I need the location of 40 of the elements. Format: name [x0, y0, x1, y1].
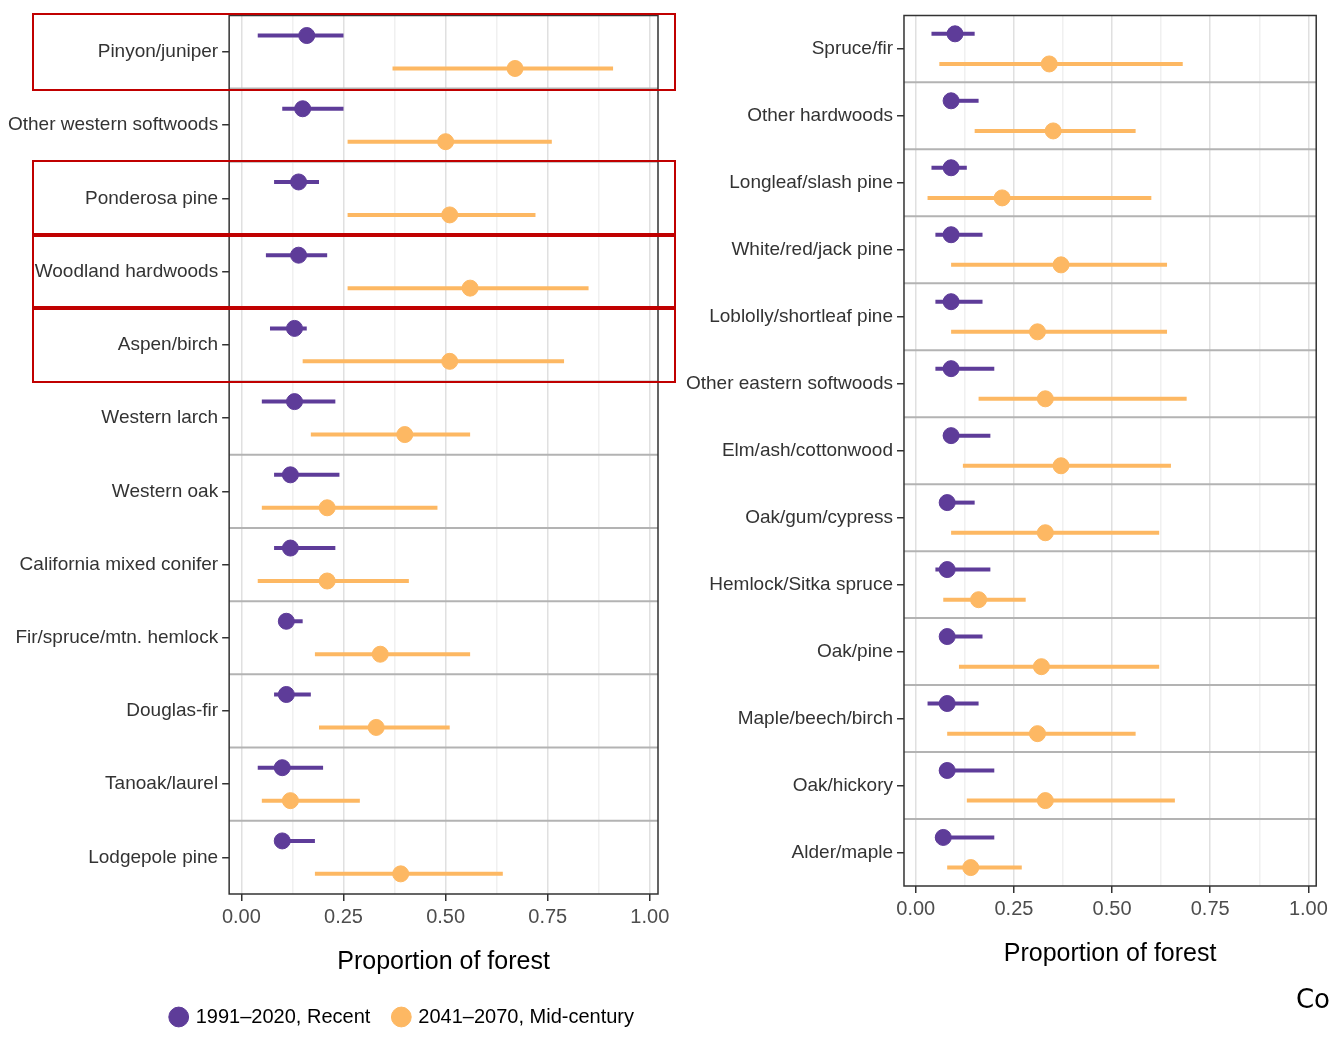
x-tick-label: 0.00: [221, 904, 261, 927]
y-tick-label: California mixed conifer: [19, 552, 219, 574]
y-tick-label: Lodgepole pine: [88, 845, 219, 867]
x-tick-label: 0.50: [1092, 896, 1132, 919]
y-tick-label: Western larch: [101, 406, 219, 428]
y-tick-label: Spruce/fir: [811, 37, 894, 59]
legend-label: 2041–2070, Mid-century: [418, 1004, 635, 1027]
y-tick-label: Fir/spruce/mtn. hemlock: [15, 625, 219, 647]
y-tick-label: Woodland hardwoods: [34, 259, 219, 281]
y-tick-label: Elm/ash/cottonwood: [721, 438, 893, 460]
y-tick-label: Other hardwoods: [747, 104, 893, 126]
y-tick-label: Other western softwoods: [7, 113, 219, 135]
legend-label: 1991–2020, Recent: [195, 1004, 371, 1027]
x-tick-label: 0.00: [896, 896, 936, 919]
x-tick-label: 0.50: [426, 904, 466, 927]
x-tick-label: 0.75: [1190, 896, 1230, 919]
y-tick-label: Oak/hickory: [792, 773, 894, 795]
x-tick-label: 1.00: [630, 904, 670, 927]
y-tick-label: Hemlock/Sitka spruce: [709, 572, 893, 594]
y-tick-label: Aspen/birch: [117, 333, 219, 355]
y-tick-label: Tanoak/laurel: [105, 772, 219, 794]
y-tick-label: Maple/beech/birch: [737, 706, 893, 728]
text: Co: [1295, 984, 1330, 1014]
x-tick-label: 0.75: [528, 904, 568, 927]
y-tick-label: Ponderosa pine: [85, 186, 219, 208]
y-tick-label: Douglas-fir: [126, 699, 219, 721]
x-axis-title: Proportion of forest: [1003, 937, 1217, 966]
x-axis-title: Proportion of forest: [337, 945, 550, 974]
y-tick-label: White/red/jack pine: [731, 238, 893, 260]
y-tick-label: Loblolly/shortleaf pine: [709, 305, 893, 326]
y-tick-label: Alder/maple: [791, 840, 893, 862]
y-tick-label: Oak/pine: [816, 639, 893, 661]
x-tick-label: 0.25: [324, 904, 363, 927]
y-tick-label: Oak/gum/cypress: [745, 505, 893, 527]
y-tick-label: Western oak: [111, 479, 219, 501]
x-tick-label: 1.00: [1288, 896, 1328, 919]
y-tick-label: Longleaf/slash pine: [729, 171, 893, 193]
x-tick-label: 0.25: [994, 896, 1034, 919]
y-tick-label: Pinyon/juniper: [97, 40, 219, 62]
y-tick-label: Other eastern softwoods: [686, 371, 893, 393]
